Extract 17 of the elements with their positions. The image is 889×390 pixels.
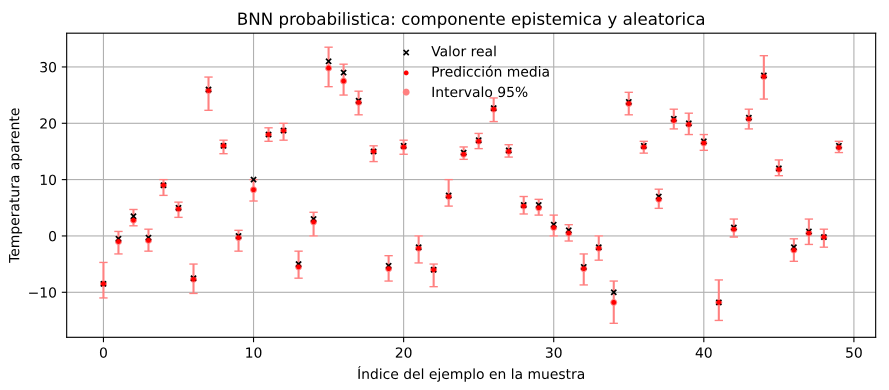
y-axis-title: Temperatura aparente	[9, 108, 22, 263]
x-tick-label: 40	[696, 347, 712, 358]
x-tick-label: 30	[546, 347, 562, 358]
x-tick-label: 10	[246, 347, 262, 358]
x-axis-title: Índice del ejemplo en la muestra	[358, 366, 584, 382]
legend-label: Predicción media	[432, 65, 549, 77]
y-tick-label: 30	[40, 62, 56, 72]
legend-label: Valor real	[431, 46, 496, 56]
y-tick-label: −10	[29, 287, 56, 298]
legend-label: Intervalo 95%	[432, 86, 528, 98]
x-tick-label: 20	[396, 347, 412, 358]
chart-title: BNN probabilistica: componente epistemica y aleatorica	[238, 12, 704, 28]
x-tick-label: 0	[100, 347, 107, 358]
x-tick-label: 50	[846, 347, 862, 358]
y-tick-label: 10	[40, 174, 56, 186]
y-tick-label: 0	[49, 230, 56, 242]
y-tick-label: 20	[40, 118, 56, 129]
